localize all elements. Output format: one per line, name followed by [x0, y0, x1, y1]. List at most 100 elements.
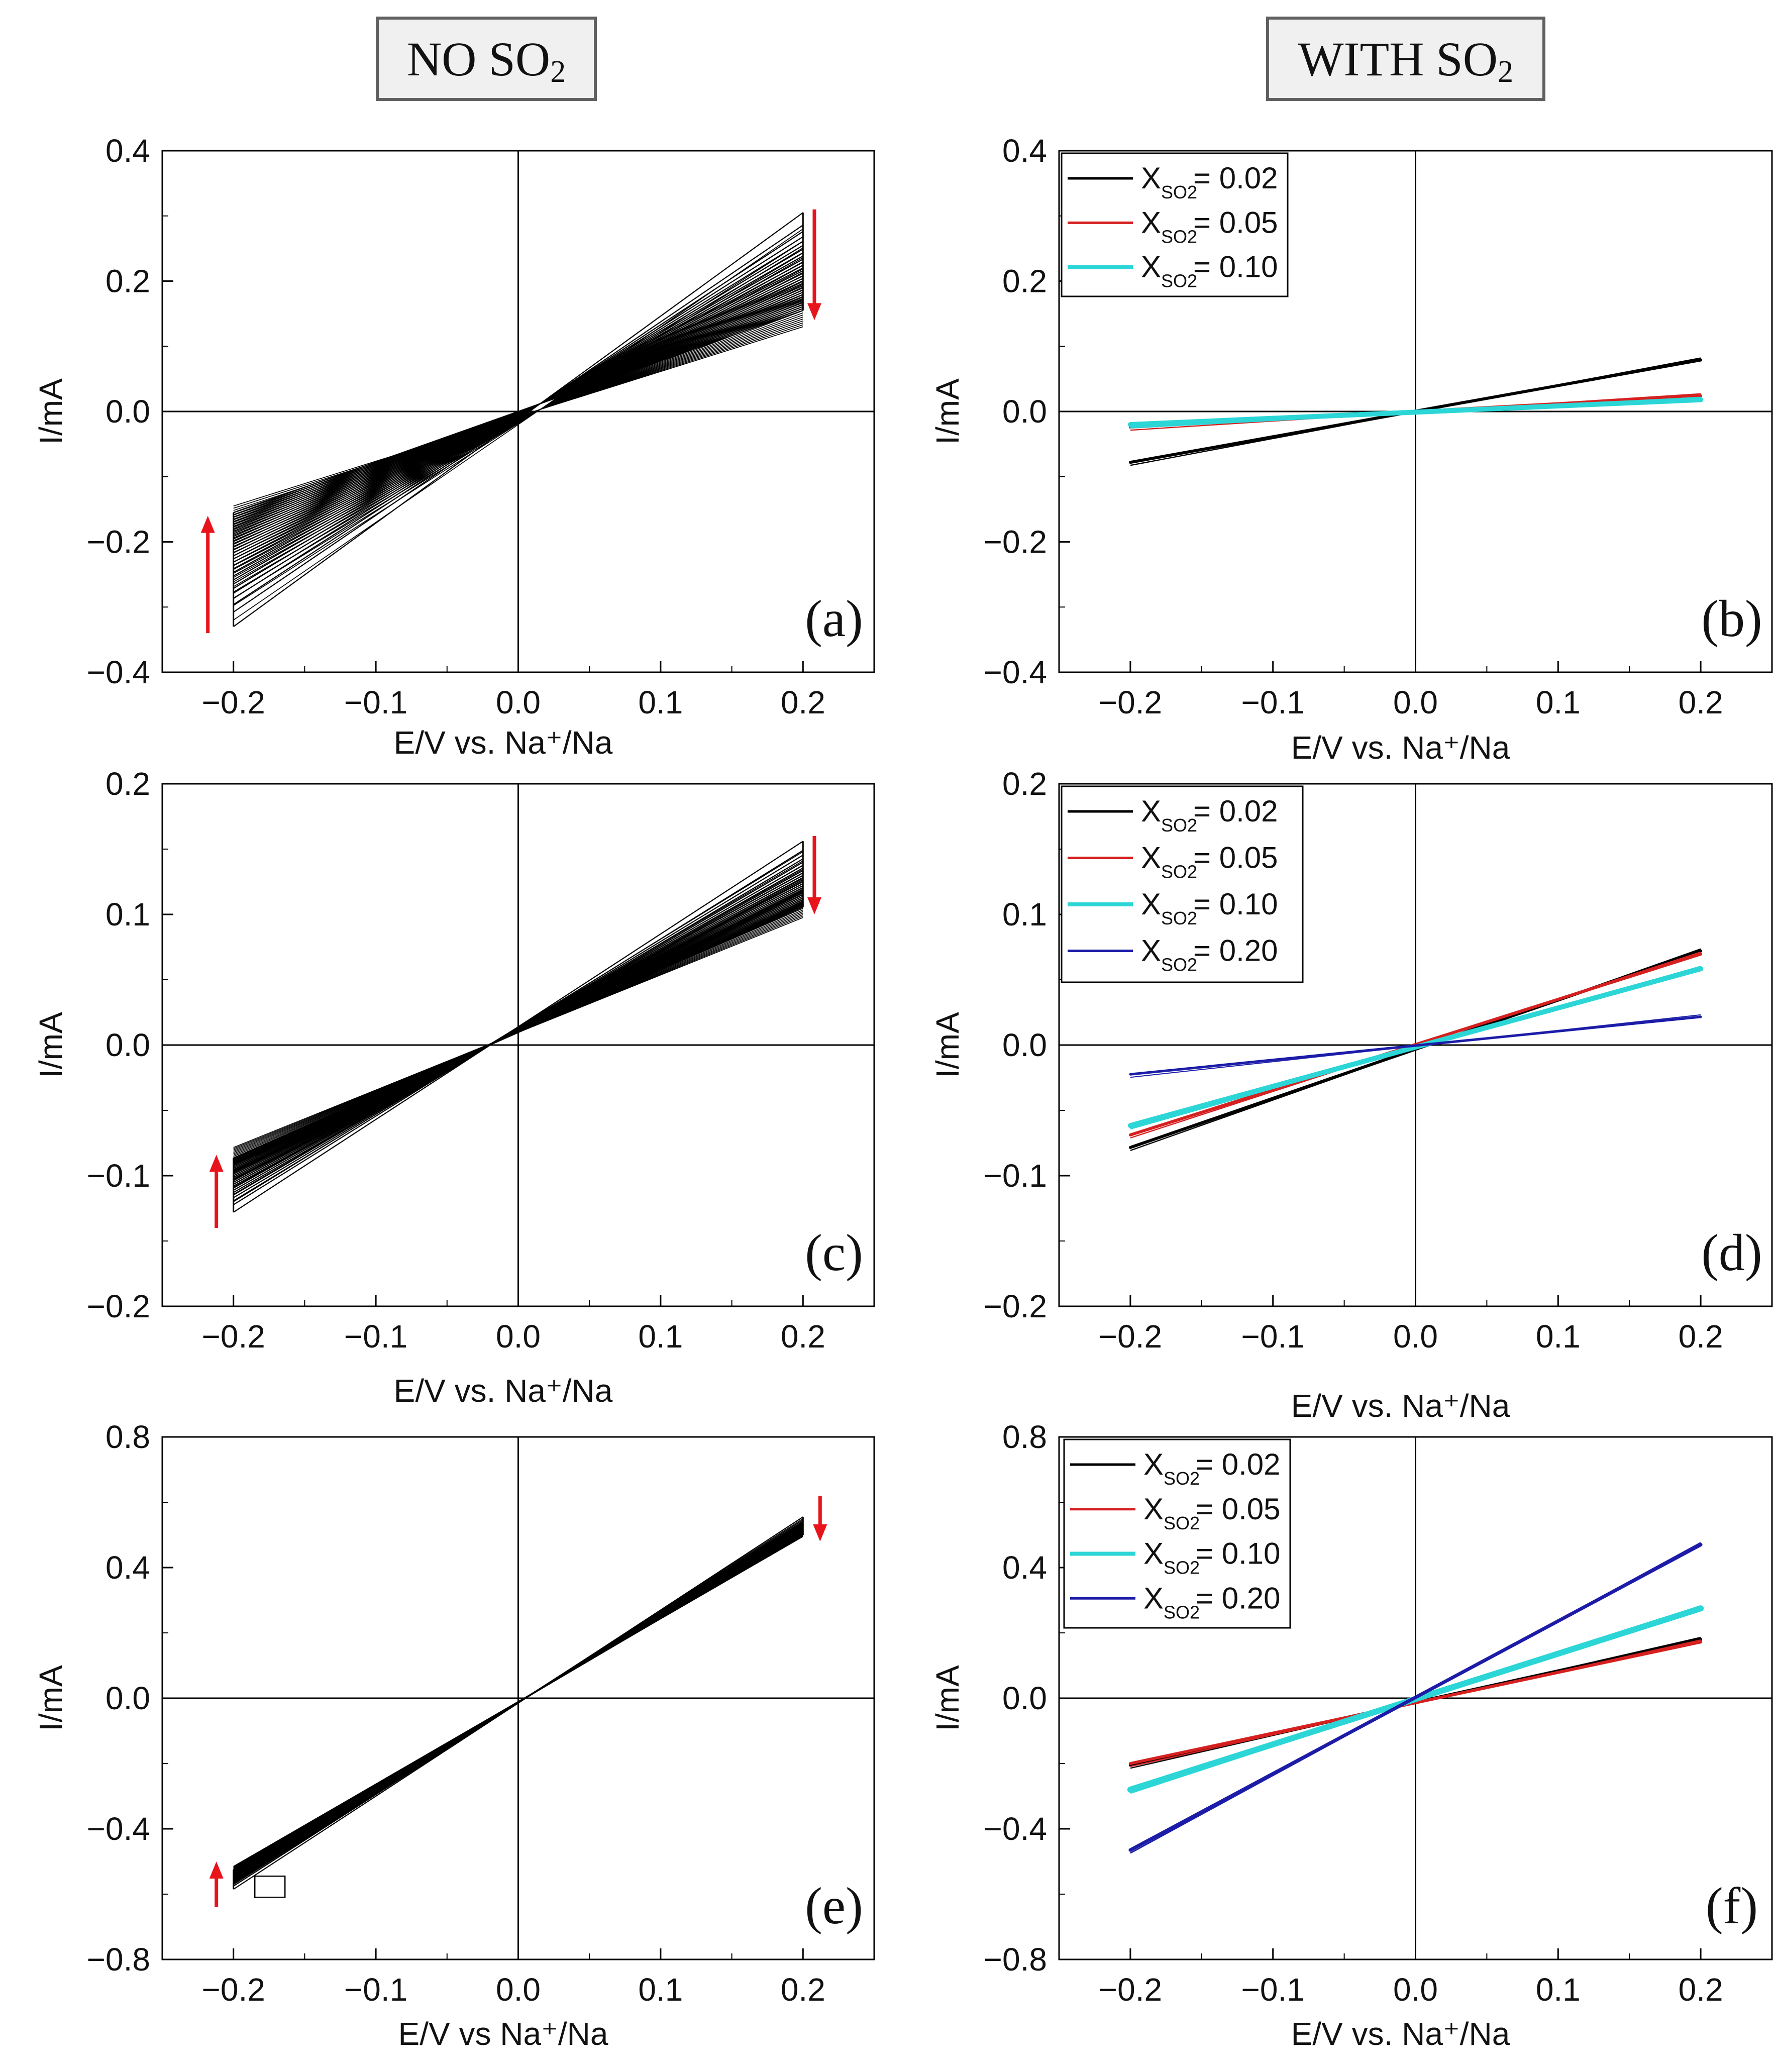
legend-value: = 0.05	[1196, 1492, 1281, 1526]
x-axis-label-c: E/V vs. Na⁺/Na	[394, 1373, 613, 1409]
x-axis-label-a: E/V vs. Na⁺/Na	[394, 724, 613, 761]
legend-prefix: X	[1143, 1492, 1164, 1526]
legend-box-f	[1063, 1438, 1291, 1629]
x-tick-label: 0.2	[1679, 1972, 1723, 2008]
x-tick-label: 0.0	[1393, 1972, 1438, 2008]
y-tick-label: 0.0	[106, 1680, 150, 1716]
series-group-a	[233, 212, 804, 628]
cycle-sweep-a	[233, 326, 803, 506]
series-group-f	[1127, 1542, 1704, 1854]
y-tick-label: −0.8	[984, 1941, 1047, 1978]
y-tick-label: 0.2	[106, 263, 150, 299]
legend-prefix: X	[1141, 887, 1161, 921]
x-tick-label: 0.2	[781, 1318, 825, 1355]
legend-subscript: SO2	[1161, 271, 1197, 291]
y-tick-label: 0.4	[106, 133, 150, 169]
series-return-f-0.20	[1130, 1542, 1701, 1854]
y-tick-label: 0.2	[1002, 766, 1047, 802]
panel-f: −0.2 −0.1 0.0 0.1 0.2 −0.8 −0.4 0.0 0.4 0.8 E/V vs…	[929, 1419, 1773, 2052]
y-tick-label: −0.2	[984, 1288, 1047, 1324]
x-tick-label: −0.2	[1099, 1318, 1162, 1355]
y-axis-label-d: I/mA	[929, 1012, 966, 1078]
legend-value: = 0.02	[1196, 1447, 1281, 1481]
x-tick-label: 0.0	[496, 684, 541, 720]
legend-prefix: X	[1141, 794, 1161, 828]
panel-c: −0.2 −0.1 0.0 0.1 0.2 −0.2 −0.1 0.0 0.1 0.2 E/V vs…	[33, 766, 875, 1409]
y-tick-label: −0.2	[87, 524, 150, 560]
x-tick-label: 0.2	[781, 1972, 825, 2008]
x-tick-label: −0.1	[1241, 1972, 1305, 2008]
x-tick-label: −0.1	[344, 684, 407, 720]
series-group-e	[233, 1516, 804, 1890]
series-return-d-0.10	[1130, 966, 1701, 1130]
x-tick-label: 0.1	[1536, 1972, 1581, 2008]
legend-prefix: X	[1141, 250, 1161, 284]
x-tick-label: −0.1	[1241, 1318, 1305, 1355]
x-axis-label-e: E/V vs Na⁺/Na	[398, 2016, 608, 2052]
y-axis-label-c: I/mA	[33, 1012, 69, 1078]
x-tick-label: −0.1	[344, 1318, 407, 1355]
legend-value: = 0.10	[1193, 887, 1278, 921]
x-tick-label: 0.1	[638, 684, 683, 720]
y-tick-label: −0.4	[87, 1811, 150, 1847]
x-tick-label: −0.1	[344, 1972, 407, 2008]
x-tick-label: 0.2	[781, 684, 825, 720]
x-tick-label: 0.2	[1679, 1318, 1723, 1355]
legend-prefix: X	[1143, 1537, 1164, 1571]
y-tick-label: 0.8	[106, 1419, 150, 1455]
x-tick-label: 0.1	[1536, 684, 1581, 720]
y-tick-label: 0.8	[1002, 1419, 1047, 1455]
y-tick-label: 0.2	[106, 766, 150, 802]
x-tick-label: −0.2	[1099, 684, 1162, 720]
direction-arrow-head	[200, 515, 215, 533]
panel-label-b: (b)	[1701, 590, 1762, 648]
cycle-line-a	[233, 309, 803, 513]
legend-subscript: SO2	[1164, 1558, 1200, 1578]
x-tick-label: −0.2	[202, 1318, 265, 1355]
y-tick-label: −0.2	[87, 1288, 150, 1324]
y-tick-label: −0.1	[984, 1158, 1047, 1194]
legend-value: = 0.10	[1193, 250, 1278, 284]
series-group-d	[1127, 948, 1704, 1151]
legend-subscript: SO2	[1161, 226, 1197, 247]
header-no-so2-subscript: 2	[550, 54, 566, 89]
y-tick-label: 0.0	[106, 393, 150, 430]
y-tick-label: −0.2	[984, 524, 1047, 560]
header-with-so2-text: WITH SO	[1298, 32, 1498, 86]
x-tick-label: 0.2	[1679, 684, 1723, 720]
y-tick-label: 0.0	[1002, 1027, 1047, 1063]
direction-arrow-head	[209, 1155, 224, 1172]
x-tick-label: 0.1	[638, 1318, 683, 1355]
panel-label-a: (a)	[805, 590, 863, 648]
legend-value: = 0.10	[1196, 1537, 1281, 1571]
legend-subscript: SO2	[1164, 1602, 1200, 1622]
cycle-line-e	[233, 1534, 803, 1871]
header-with-so2: WITH SO 2	[1266, 17, 1545, 101]
x-tick-label: −0.2	[202, 1972, 265, 2008]
x-axis-label-d: E/V vs. Na⁺/Na	[1291, 1388, 1510, 1424]
direction-arrow-head	[813, 1524, 827, 1541]
y-tick-label: 0.4	[106, 1549, 150, 1586]
legend-subscript: SO2	[1161, 955, 1197, 975]
panel-label-e: (e)	[805, 1877, 863, 1935]
panel-d: −0.2 −0.1 0.0 0.1 0.2 −0.2 −0.1 0.0 0.1 0.2 E/V vs…	[929, 766, 1773, 1424]
x-tick-label: 0.0	[496, 1318, 541, 1355]
series-return-b-0.10	[1130, 396, 1701, 429]
legend-subscript: SO2	[1164, 1513, 1200, 1533]
y-axis-label-b: I/mA	[929, 378, 966, 445]
x-tick-label: −0.1	[1241, 684, 1305, 720]
x-tick-label: −0.2	[202, 684, 265, 720]
y-tick-label: −0.1	[87, 1158, 150, 1194]
series-group-c	[233, 841, 804, 1213]
panel-b: −0.2 −0.1 0.0 0.1 0.2 −0.4 −0.2 0.0 0.2 0.4 E/V vs…	[929, 133, 1773, 766]
series-return-d-0.20	[1130, 1014, 1701, 1078]
legend-value: = 0.02	[1193, 161, 1278, 195]
y-tick-label: 0.2	[1002, 263, 1047, 299]
x-tick-label: 0.0	[1393, 1318, 1438, 1355]
y-axis-label-f: I/mA	[929, 1665, 966, 1731]
y-tick-label: 0.4	[1002, 133, 1047, 169]
y-tick-label: 0.4	[1002, 1549, 1047, 1586]
x-tick-label: 0.1	[1536, 1318, 1581, 1355]
direction-arrow-head	[209, 1861, 224, 1879]
